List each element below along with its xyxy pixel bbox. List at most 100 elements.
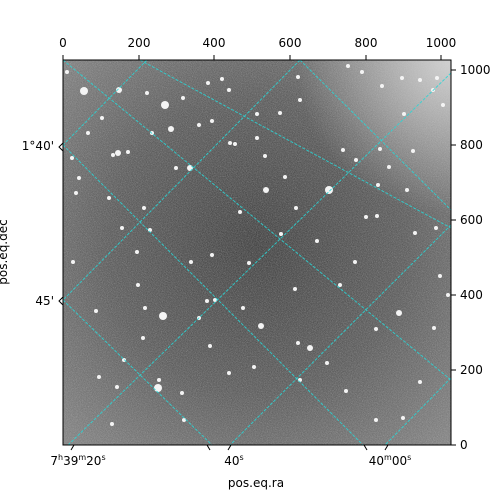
star — [434, 226, 438, 230]
star — [380, 84, 384, 88]
right-tick-label: 400 — [460, 288, 483, 302]
left-tick-label: 45' — [35, 294, 54, 308]
star — [154, 384, 162, 392]
grid-line — [63, 299, 213, 445]
star — [346, 64, 350, 68]
grid-line — [67, 72, 451, 445]
top-tick-label: 1000 — [426, 36, 457, 50]
plot-frame — [62, 59, 452, 446]
star — [100, 116, 104, 120]
star — [115, 385, 119, 389]
x-axis-label: pos.eq.ra — [228, 476, 284, 490]
star — [110, 422, 114, 426]
star — [402, 112, 406, 116]
star — [135, 250, 139, 254]
star — [159, 312, 167, 320]
coordinate-grid — [63, 60, 451, 445]
star — [142, 206, 146, 210]
bottom-tick-label-2: 40s — [224, 453, 243, 468]
star — [293, 287, 297, 291]
star — [71, 260, 75, 264]
star — [126, 150, 130, 154]
star — [294, 206, 298, 210]
star — [315, 239, 319, 243]
right-tick-label: 0 — [460, 438, 468, 452]
left-axis: 1°40' 45' — [22, 139, 64, 308]
star — [238, 210, 242, 214]
star — [70, 156, 74, 160]
star — [247, 261, 251, 265]
star — [325, 186, 333, 194]
star — [438, 274, 442, 278]
star — [374, 418, 378, 422]
bottom-tick-label-3: 40m00s — [369, 453, 412, 468]
star — [405, 188, 409, 192]
star — [387, 165, 391, 169]
star — [107, 196, 111, 200]
star — [353, 260, 357, 264]
star — [120, 226, 124, 230]
star — [206, 81, 210, 85]
star — [441, 103, 445, 107]
star — [208, 344, 212, 348]
star — [418, 78, 422, 82]
star — [86, 131, 90, 135]
star-field — [65, 64, 450, 426]
star — [376, 183, 380, 187]
star — [354, 158, 358, 162]
star — [401, 416, 405, 420]
right-tick-label: 800 — [460, 138, 483, 152]
star — [341, 148, 345, 152]
star — [210, 253, 214, 257]
star — [279, 232, 283, 236]
star — [111, 153, 115, 157]
right-tick-label: 200 — [460, 363, 483, 377]
star — [115, 150, 121, 156]
star — [182, 418, 186, 422]
star — [411, 149, 415, 153]
star — [197, 123, 201, 127]
grid-line — [139, 60, 451, 229]
top-axis: 0 200 400 600 800 1000 — [59, 36, 456, 60]
star — [168, 126, 174, 132]
star — [174, 166, 178, 170]
right-tick-label: 600 — [460, 213, 483, 227]
star — [210, 119, 214, 123]
star — [296, 75, 300, 79]
star — [413, 231, 417, 235]
star — [296, 341, 300, 345]
top-tick-label: 0 — [59, 36, 67, 50]
star — [432, 326, 436, 330]
sky-image — [63, 60, 451, 445]
y-axis-label: pos.eq.dec — [0, 219, 10, 284]
star — [116, 87, 122, 93]
star — [374, 327, 378, 331]
bottom-tick-label-1: 7h39m20s — [50, 453, 105, 468]
star — [161, 101, 169, 109]
star — [97, 375, 101, 379]
star — [283, 175, 287, 179]
star — [278, 111, 282, 115]
star — [252, 365, 256, 369]
star — [400, 76, 404, 80]
grid-line — [299, 60, 451, 211]
star — [378, 147, 382, 151]
star — [77, 176, 81, 180]
star — [396, 310, 402, 316]
star — [141, 336, 145, 340]
star — [364, 215, 368, 219]
star — [418, 380, 422, 384]
star — [157, 378, 161, 382]
star — [258, 323, 264, 329]
star — [220, 77, 224, 81]
grid-line — [63, 60, 301, 301]
top-tick-label: 800 — [355, 36, 378, 50]
star — [263, 187, 269, 193]
star — [255, 112, 259, 116]
star — [375, 214, 379, 218]
star — [213, 298, 217, 302]
star — [298, 98, 302, 102]
star — [255, 136, 259, 140]
